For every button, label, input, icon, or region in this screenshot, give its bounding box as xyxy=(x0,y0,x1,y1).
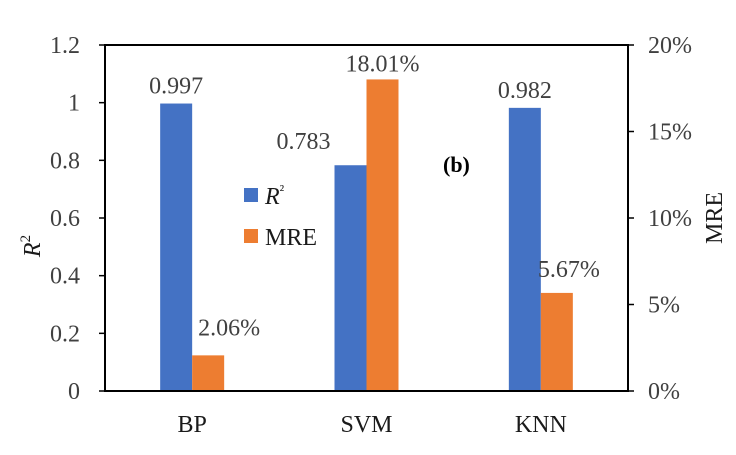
bar-r2 xyxy=(508,107,541,392)
y2-axis-title: MRE xyxy=(702,192,728,244)
y-axis-title-base: R xyxy=(20,242,46,258)
bar-mre xyxy=(192,355,225,391)
y-axis-title-superscript: 2 xyxy=(18,235,34,243)
data-label-mre: 18.01% xyxy=(346,51,420,77)
legend-swatch-mre xyxy=(244,229,258,243)
bars-layer xyxy=(160,79,573,392)
data-label-r2: 0.783 xyxy=(277,129,331,155)
data-label-mre: 5.67% xyxy=(538,257,600,283)
y-tick-label: 0.4 xyxy=(50,264,80,290)
y-tick-label: 1.2 xyxy=(50,33,80,59)
x-tick-label: BP xyxy=(177,412,206,438)
y-tick-label: 0.8 xyxy=(50,148,80,174)
x-tick-label: KNN xyxy=(515,412,567,438)
bar-mre xyxy=(540,292,573,391)
data-label-r2: 0.997 xyxy=(149,74,203,100)
y-axis-title: R2 xyxy=(18,235,46,258)
y2-tick-label: 0% xyxy=(648,379,680,405)
legend-label-r2-base: R xyxy=(264,184,280,210)
y-tick-label: 0 xyxy=(68,379,80,405)
labels-layer: BP 0.997 2.06% SVM 0.783 18.01% KNN 0.982 5.67% xyxy=(149,51,600,438)
y2-tick-label: 20% xyxy=(648,33,692,59)
ticks-layer: 0 0.2 0.4 0.6 0.8 1 1.2 0% 5% 10% 15% 20% xyxy=(50,33,692,405)
bar-r2 xyxy=(160,103,193,391)
data-label-mre: 2.06% xyxy=(198,315,260,341)
panel-label: (b) xyxy=(443,152,470,177)
y-tick-label: 0.2 xyxy=(50,321,80,347)
x-tick-label: SVM xyxy=(340,412,392,438)
bar-mre xyxy=(366,79,399,391)
y2-tick-label: 10% xyxy=(648,206,692,232)
legend-label-mre: MRE xyxy=(265,225,317,251)
y-tick-label: 0.6 xyxy=(50,206,80,232)
y2-tick-label: 5% xyxy=(648,293,680,319)
legend: R² MRE xyxy=(244,183,317,251)
y2-tick-label: 15% xyxy=(648,120,692,146)
legend-swatch-r2 xyxy=(244,188,258,202)
bar-r2 xyxy=(334,165,367,391)
legend-label-r2-superscript: ² xyxy=(280,183,285,199)
y-tick-label: 1 xyxy=(68,91,80,117)
legend-label-r2: R² xyxy=(264,183,285,210)
data-label-r2: 0.982 xyxy=(498,78,552,104)
